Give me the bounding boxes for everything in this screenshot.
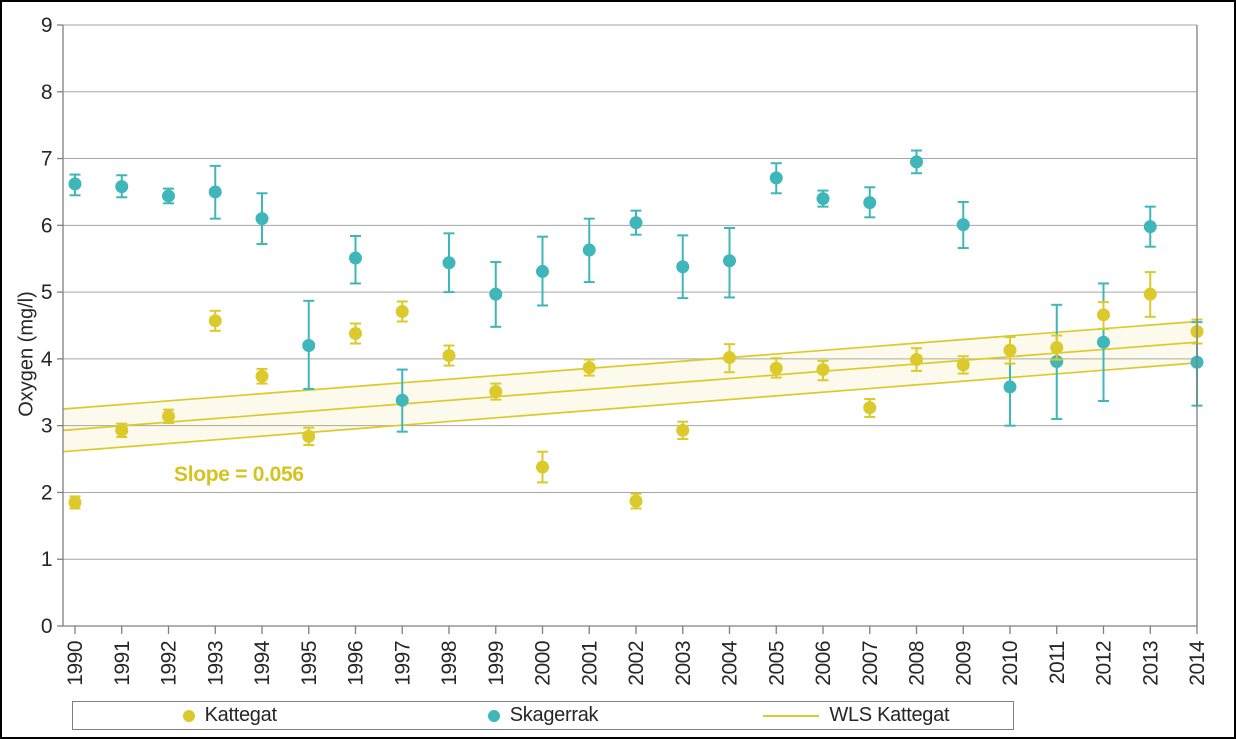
x-tick-label: 1997 [391,641,414,686]
kattegat-point [816,363,830,377]
kattegat-point [302,429,316,443]
x-tick-label: 1996 [345,641,368,686]
skagerrak-point [1050,355,1064,369]
legend-item-wls-kattegat: WLS Kattegat [700,702,1013,729]
legend-label-skagerrak: Skagerrak [509,704,599,726]
x-tick-label: 2000 [532,641,555,686]
skagerrak-point [255,212,269,226]
skagerrak-point [582,243,596,257]
x-tick-label: 2004 [719,640,742,686]
kattegat-point [723,351,736,365]
legend-item-skagerrak: Skagerrak [386,702,699,729]
kattegat-point [1097,308,1110,322]
x-tick-label: 2002 [625,641,648,686]
x-tick-label: 1993 [204,641,227,686]
kattegat-point [115,423,129,437]
skagerrak-point [162,189,175,203]
skagerrak-point [676,260,690,274]
kattegat-point [536,460,549,474]
kattegat-point [208,314,222,328]
wls-line-icon [763,714,820,717]
skagerrak-point [68,177,82,191]
y-tick-label: 7 [41,148,52,171]
y-tick-label: 8 [41,81,52,104]
x-tick-label: 2003 [672,641,695,686]
skagerrak-point [863,196,877,210]
x-tick-label: 2006 [812,641,835,686]
skagerrak-point [1097,335,1110,349]
y-tick-label: 2 [41,481,52,504]
slope-annotation: Slope = 0.056 [174,463,304,486]
skagerrak-dot-icon [487,709,500,722]
kattegat-point [162,409,175,423]
x-tick-label: 1998 [438,641,461,686]
x-tick-label: 2012 [1093,641,1116,686]
y-tick-label: 3 [41,415,52,438]
legend-label-kattegat: Kattegat [204,704,277,726]
legend-label-wls-kattegat: WLS Kattegat [829,704,950,726]
kattegat-point [676,423,690,437]
kattegat-point [910,353,923,367]
legend-item-kattegat: Kattegat [73,702,386,729]
skagerrak-point [302,339,316,353]
x-tick-label: 1994 [251,640,274,686]
x-tick-label: 2014 [1186,640,1209,686]
x-tick-label: 2007 [859,641,882,686]
kattegat-point [395,304,409,318]
x-tick-label: 2009 [952,641,975,686]
skagerrak-point [956,218,970,232]
kattegat-point [489,385,503,399]
x-tick-label: 2011 [1046,641,1069,684]
skagerrak-point [1003,380,1017,394]
skagerrak-point [723,254,736,268]
skagerrak-point [629,216,643,230]
x-tick-label: 2010 [999,641,1022,686]
skagerrak-point [395,393,409,407]
skagerrak-point [1143,220,1157,234]
skagerrak-point [536,264,549,278]
skagerrak-point [816,192,830,206]
kattegat-point [582,361,596,375]
y-tick-label: 9 [41,14,52,37]
kattegat-point [1050,341,1064,355]
skagerrak-point [115,180,129,194]
wls-center-line [63,341,1198,432]
x-tick-label: 1999 [485,641,508,686]
x-tick-label: 2005 [765,641,788,686]
x-tick-label: 1992 [158,641,181,686]
skagerrak-point [442,256,456,270]
kattegat-point [1003,343,1017,357]
kattegat-point [255,369,269,383]
y-tick-label: 5 [41,281,52,304]
y-axis-title: Oxygen (mg/l) [15,291,38,417]
x-tick-label: 1995 [298,641,321,686]
x-tick-label: 2008 [906,641,929,686]
x-tick-label: 1991 [111,641,134,686]
kattegat-point [442,349,456,363]
skagerrak-point [349,251,362,265]
x-tick-label: 1990 [64,641,87,686]
y-tick-label: 4 [41,348,53,371]
y-tick-label: 0 [41,615,52,638]
wls-lower-line [63,362,1198,453]
kattegat-point [769,361,783,375]
kattegat-dot-icon [182,709,195,722]
kattegat-point [1143,287,1157,301]
skagerrak-point [208,185,222,199]
x-tick-label: 2001 [578,641,601,686]
kattegat-point [349,327,362,341]
kattegat-point [629,494,643,508]
skagerrak-point [769,171,783,185]
kattegat-point [68,495,82,509]
kattegat-point [956,358,970,372]
y-tick-label: 1 [41,548,52,571]
x-tick-label: 2013 [1139,641,1162,686]
skagerrak-point [489,287,503,301]
skagerrak-point [910,155,923,169]
y-tick-label: 6 [41,214,52,237]
kattegat-point [863,401,877,415]
legend: Kattegat Skagerrak WLS Kattegat [72,701,1014,730]
